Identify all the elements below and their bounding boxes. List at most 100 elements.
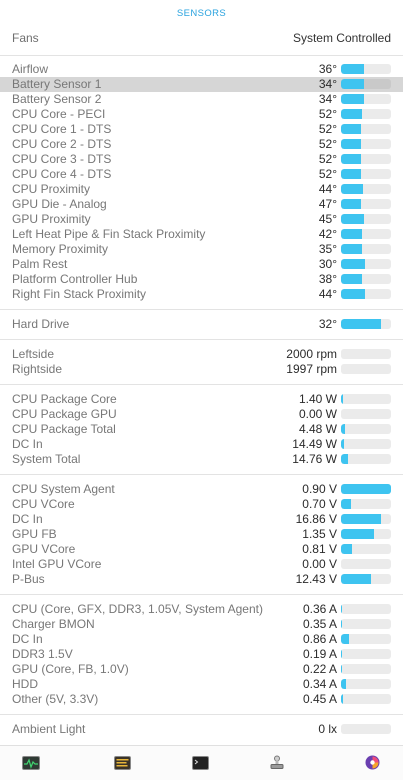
sensor-label: CPU Core 3 - DTS <box>12 152 112 166</box>
sensor-level-bar <box>341 244 391 254</box>
sensor-level-fill <box>341 94 364 104</box>
sensor-row[interactable]: Intel GPU VCore 0.00 V <box>0 557 403 572</box>
sensor-row[interactable]: CPU (Core, GFX, DDR3, 1.05V, System Agen… <box>0 602 403 617</box>
sensor-level-bar <box>341 649 391 659</box>
section-divider <box>0 55 403 56</box>
sensor-level-fill <box>341 169 361 179</box>
sensor-value: 42° <box>318 227 337 241</box>
sensor-row[interactable]: DDR3 1.5V 0.19 A <box>0 647 403 662</box>
sensor-row[interactable]: GPU VCore 0.81 V <box>0 542 403 557</box>
sensor-label: Palm Rest <box>12 257 68 271</box>
sensor-level-bar <box>341 199 391 209</box>
console-warning-icon[interactable] <box>114 756 131 770</box>
sensor-value: 35° <box>318 242 337 256</box>
terminal-icon[interactable] <box>192 756 209 770</box>
sensor-level-fill <box>341 124 361 134</box>
sensor-level-bar <box>341 484 391 494</box>
sensor-row[interactable]: DC In 0.86 A <box>0 632 403 647</box>
sensor-level-bar <box>341 619 391 629</box>
sensor-row[interactable]: Battery Sensor 1 34° <box>0 77 403 92</box>
sensor-level-bar <box>341 139 391 149</box>
sensor-level-fill <box>341 319 381 329</box>
sensor-row[interactable]: DC In 14.49 W <box>0 437 403 452</box>
sensor-row[interactable]: Charger BMON 0.35 A <box>0 617 403 632</box>
sensor-level-fill <box>341 574 371 584</box>
sensor-row[interactable]: CPU Core - PECI 52° <box>0 107 403 122</box>
sensor-level-fill <box>341 619 342 629</box>
sensor-label: Intel GPU VCore <box>12 557 102 571</box>
fans-mode-row[interactable]: Fans System Controlled <box>0 28 403 55</box>
sensor-level-bar <box>341 529 391 539</box>
sensor-level-bar <box>341 454 391 464</box>
sensor-value: 34° <box>318 77 337 91</box>
sensor-row[interactable]: CPU Proximity 44° <box>0 182 403 197</box>
fans-mode-value[interactable]: System Controlled <box>292 31 391 45</box>
sensor-value: 36° <box>318 62 337 76</box>
sensor-row[interactable]: CPU VCore 0.70 V <box>0 497 403 512</box>
sensor-row[interactable]: CPU Core 4 - DTS 52° <box>0 167 403 182</box>
activity-monitor-icon[interactable] <box>22 756 40 770</box>
sensor-row[interactable]: GPU Proximity 45° <box>0 212 403 227</box>
sensor-level-bar <box>341 694 391 704</box>
sensor-level-fill <box>341 499 351 509</box>
sensor-row[interactable]: Hard Drive 32° <box>0 317 403 332</box>
sensor-level-bar <box>341 124 391 134</box>
sensor-row[interactable]: Other (5V, 3.3V) 0.45 A <box>0 692 403 707</box>
sensor-row[interactable]: Battery Sensor 2 34° <box>0 92 403 107</box>
sensor-row[interactable]: CPU Core 1 - DTS 52° <box>0 122 403 137</box>
sensor-row[interactable]: Left Heat Pipe & Fin Stack Proximity 42° <box>0 227 403 242</box>
sensor-row[interactable]: Palm Rest 30° <box>0 257 403 272</box>
sensor-label: GPU (Core, FB, 1.0V) <box>12 662 129 676</box>
sensor-value: 0.70 V <box>302 497 337 511</box>
sensor-label: Battery Sensor 2 <box>12 92 102 106</box>
sensor-level-bar <box>341 394 391 404</box>
sensor-row[interactable]: Leftside 2000 rpm <box>0 347 403 362</box>
sensor-row[interactable]: CPU Package GPU 0.00 W <box>0 407 403 422</box>
sensor-value: 0.22 A <box>302 662 337 676</box>
sensor-row[interactable]: System Total 14.76 W <box>0 452 403 467</box>
section-divider <box>0 339 403 340</box>
sensor-row[interactable]: CPU Package Core 1.40 W <box>0 392 403 407</box>
sensor-row[interactable]: DC In 16.86 V <box>0 512 403 527</box>
sensor-row[interactable]: Airflow 36° <box>0 62 403 77</box>
sensor-row[interactable]: Memory Proximity 35° <box>0 242 403 257</box>
sensor-row[interactable]: GPU Die - Analog 47° <box>0 197 403 212</box>
sensor-level-bar <box>341 634 391 644</box>
sensor-level-fill <box>341 79 364 89</box>
sensor-level-fill <box>341 604 342 614</box>
sensor-value: 14.49 W <box>292 437 337 451</box>
sensor-row[interactable]: CPU Core 3 - DTS 52° <box>0 152 403 167</box>
sensor-level-bar <box>341 319 391 329</box>
fans-label: Fans <box>12 31 39 45</box>
sensor-label: Airflow <box>12 62 49 76</box>
sensor-label: CPU Proximity <box>12 182 91 196</box>
sensor-label: GPU VCore <box>12 542 76 556</box>
sensor-row[interactable]: CPU System Agent 0.90 V <box>0 482 403 497</box>
sensor-row[interactable]: GPU (Core, FB, 1.0V) 0.22 A <box>0 662 403 677</box>
sensor-label: DC In <box>12 512 43 526</box>
sensor-row[interactable]: P-Bus 12.43 V <box>0 572 403 587</box>
sensor-level-bar <box>341 664 391 674</box>
sensor-value: 0 lx <box>318 722 337 736</box>
sensor-value: 38° <box>318 272 337 286</box>
sensor-label: Hard Drive <box>12 317 70 331</box>
sensor-row[interactable]: HDD 0.34 A <box>0 677 403 692</box>
sensor-row[interactable]: Rightside 1997 rpm <box>0 362 403 377</box>
sensor-row[interactable]: GPU FB 1.35 V <box>0 527 403 542</box>
sensor-level-bar <box>341 229 391 239</box>
sensor-value: 0.36 A <box>302 602 337 616</box>
sensor-level-bar <box>341 289 391 299</box>
system-information-icon[interactable] <box>269 755 285 771</box>
sensor-row[interactable]: Platform Controller Hub 38° <box>0 272 403 287</box>
sensor-label: Other (5V, 3.3V) <box>12 692 99 706</box>
sensor-row[interactable]: Right Fin Stack Proximity 44° <box>0 287 403 302</box>
sensor-row[interactable]: Ambient Light 0 lx <box>0 722 403 737</box>
sensor-label: CPU Core 4 - DTS <box>12 167 112 181</box>
sensor-level-bar <box>341 214 391 224</box>
sensor-label: Platform Controller Hub <box>12 272 138 286</box>
sensor-value: 52° <box>318 152 337 166</box>
istat-menus-icon[interactable] <box>365 755 380 770</box>
sensor-level-bar <box>341 79 391 89</box>
sensor-row[interactable]: CPU Package Total 4.48 W <box>0 422 403 437</box>
sensor-row[interactable]: CPU Core 2 - DTS 52° <box>0 137 403 152</box>
